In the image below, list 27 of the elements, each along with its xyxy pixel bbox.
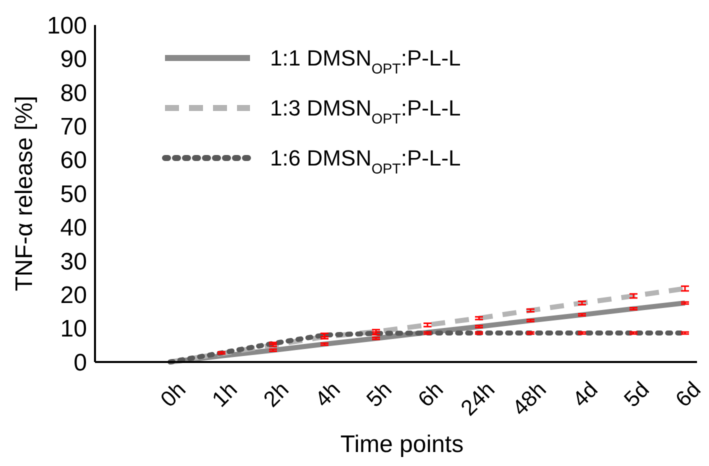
legend-label: 1:6 DMSN$_{OPT}$:P-L-L: [270, 146, 461, 178]
y-tick-label: 40: [60, 214, 87, 242]
y-tick-label: 60: [60, 147, 87, 174]
y-tick-label: 30: [60, 248, 87, 276]
y-tick-label: 20: [60, 282, 87, 309]
y-tick-label: 50: [60, 180, 87, 208]
x-axis-title: Time points: [340, 431, 464, 458]
x-tick-label: 1h: [206, 376, 242, 412]
legend-label: 1:3 DMSN$_{OPT}$:P-L-L: [270, 96, 461, 128]
x-tick-label: 6h: [412, 376, 448, 412]
y-tick-label: 90: [60, 46, 87, 74]
y-tick-label: 0: [74, 349, 87, 376]
x-tick-label: 5h: [361, 376, 396, 412]
y-tick-label: 100: [46, 12, 87, 40]
y-tick-label: 10: [60, 316, 87, 343]
x-tick-label: 24h: [456, 376, 500, 420]
y-tick-label: 70: [60, 114, 87, 140]
legend-label: 1:1 DMSN$_{OPT}$:P-L-L: [270, 46, 461, 78]
x-tick-label: 2h: [258, 376, 294, 412]
x-tick-label: 5d: [618, 376, 654, 412]
x-tick-label: 4h: [310, 376, 345, 412]
y-tick-label: 80: [60, 80, 87, 107]
y-axis-title: TNF-α release [%]: [11, 96, 38, 292]
x-tick-label: 0h: [155, 376, 190, 412]
x-tick-label: 6d: [670, 376, 706, 412]
x-tick-label: 4d: [567, 376, 602, 412]
x-tick-label: 48h: [507, 376, 551, 420]
